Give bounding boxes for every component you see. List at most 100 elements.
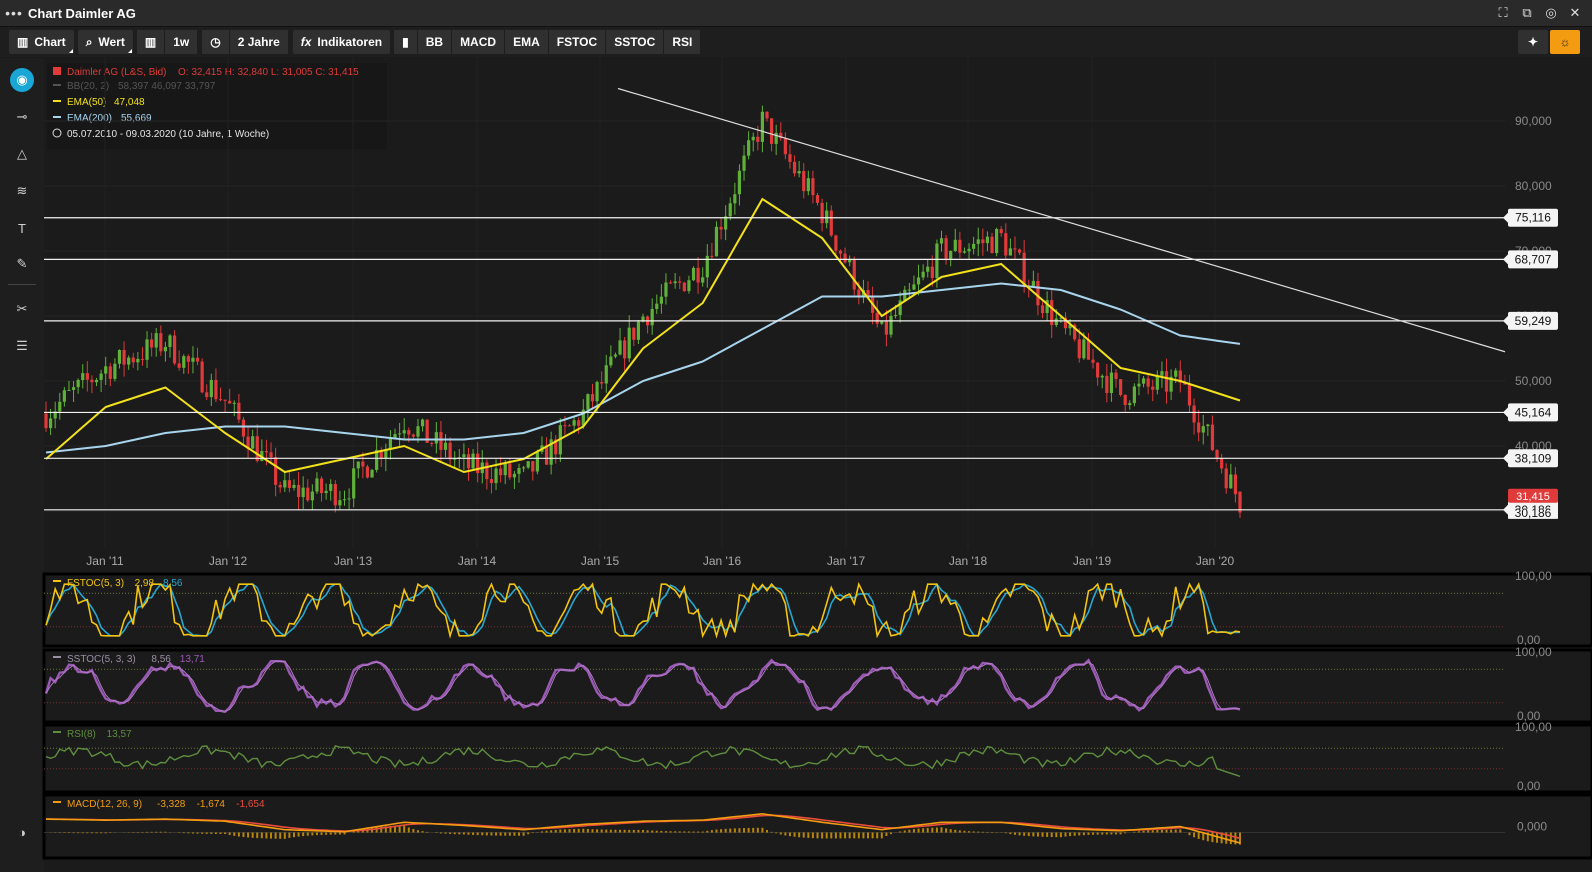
macd-hist-bar	[784, 832, 787, 836]
macd-hist-bar	[288, 832, 291, 838]
candle-body	[232, 402, 236, 404]
macd-hist-bar	[485, 832, 488, 836]
settings-icon[interactable]: ◎	[1545, 5, 1557, 20]
contrast-icon[interactable]: ◑	[18, 824, 26, 840]
candle-body	[1040, 305, 1045, 314]
macd-hist-bar	[508, 832, 511, 836]
line-tool-icon[interactable]: ⊸	[16, 109, 28, 124]
range-button[interactable]: 2 Jahre	[229, 30, 288, 54]
theme-button[interactable]: ☼	[1550, 30, 1580, 54]
indicator-macd-button[interactable]: MACD	[452, 30, 505, 54]
indicator-bb-button[interactable]: BB	[417, 30, 452, 54]
candle-body	[375, 449, 379, 470]
tools-icon[interactable]: ✂	[16, 301, 28, 316]
candle-body	[834, 235, 838, 251]
macd-hist-bar	[1004, 832, 1007, 834]
macd-hist-bar	[1036, 832, 1039, 837]
macd-hist-bar	[1078, 832, 1081, 836]
popout-icon[interactable]: ⧉	[1522, 5, 1532, 20]
list-icon[interactable]: ☰	[16, 338, 28, 353]
bookmark-button[interactable]: ▮	[394, 30, 417, 54]
macd-hist-bar	[100, 832, 103, 834]
sparkle-button[interactable]: ✦	[1518, 30, 1548, 54]
clock-button[interactable]: ◷	[202, 30, 229, 54]
candle-body	[218, 399, 223, 401]
candle-body	[921, 271, 925, 278]
macd-hist-bar	[550, 830, 553, 833]
trend-line	[617, 87, 1506, 353]
macd-hist-bar	[201, 832, 204, 834]
candle-body	[1105, 375, 1109, 394]
candle-body	[802, 171, 806, 192]
candle-body	[1174, 370, 1178, 377]
macd-hist-bar	[908, 829, 911, 833]
macd-hist-bar	[614, 829, 617, 833]
macd-hist-bar	[545, 830, 548, 833]
macd-hist-bar	[531, 832, 534, 834]
macd-hist-bar	[398, 825, 401, 833]
triangle-tool-icon[interactable]: △	[17, 146, 27, 161]
value-search-button[interactable]: ⌕ Wert	[77, 30, 133, 54]
indicator-sstoc-button[interactable]: SSTOC	[606, 30, 664, 54]
indicators-button[interactable]: fx Indikatoren	[292, 30, 391, 54]
ellipsis-icon[interactable]: •••	[5, 5, 23, 21]
indicator-legend-text: FSTOC(5, 3)	[67, 578, 124, 589]
fullscreen-icon[interactable]: ⛶	[1498, 5, 1508, 20]
candle-body	[1073, 324, 1077, 340]
candle-body	[200, 361, 204, 393]
candle-body	[1220, 457, 1224, 469]
candle-body	[600, 382, 604, 384]
value-label: Wert	[98, 35, 125, 49]
indicator-fstoc-button[interactable]: FSTOC	[548, 30, 606, 54]
candle-body	[439, 432, 443, 450]
candle-body	[696, 267, 700, 283]
macd-hist-bar	[86, 832, 89, 834]
support-label-box	[1508, 250, 1558, 269]
indicator-ema-button[interactable]: EMA	[505, 30, 548, 54]
candle-body	[67, 389, 71, 391]
macd-hist-bar	[830, 832, 833, 839]
candle-body	[1197, 422, 1201, 433]
macd-hist-bar	[233, 832, 236, 836]
fibonacci-tool-icon[interactable]: ≋	[16, 183, 28, 198]
candle-body	[806, 178, 810, 192]
candle-body	[117, 350, 122, 364]
bars-button[interactable]: ▥	[136, 30, 165, 54]
candle-body	[1206, 424, 1210, 427]
macd-hist-bar	[462, 832, 465, 835]
window-titlebar: ••• Chart Daimler AG ⛶ ⧉ ◎ ✕	[0, 0, 1592, 27]
candle-body	[1109, 372, 1114, 394]
interval-button[interactable]: 1w	[165, 30, 198, 54]
macd-hist-bar	[297, 832, 300, 837]
candle-body	[1233, 474, 1238, 495]
macd-hist-bar	[605, 829, 608, 833]
macd-hist-bar	[210, 832, 213, 834]
macd-hist-bar	[972, 831, 975, 833]
indicator-rsi-button[interactable]: RSI	[664, 30, 701, 54]
candle-body	[499, 468, 503, 476]
support-label-pointer	[1503, 254, 1508, 265]
macd-hist-bar	[931, 827, 934, 833]
chart-type-button[interactable]: ▥ Chart	[9, 30, 74, 54]
macd-hist-bar	[885, 832, 888, 836]
candle-body	[1100, 375, 1104, 378]
macd-hist-bar	[325, 832, 328, 835]
candle-body	[205, 392, 209, 398]
macd-hist-bar	[104, 832, 107, 834]
macd-hist-bar	[1151, 830, 1154, 833]
macd-hist-bar	[380, 826, 383, 833]
chart-toolbar: ▥ Chart ⌕ Wert ▥ 1w ◷ 2 Jahre fx Indikat…	[0, 27, 1592, 57]
x-tick-label: Jan '11	[86, 554, 124, 568]
pen-tool-icon[interactable]: ✎	[16, 256, 28, 271]
close-icon[interactable]: ✕	[1569, 5, 1581, 20]
macd-hist-bar	[1073, 832, 1076, 836]
candle-body	[682, 282, 686, 292]
candle-body	[315, 478, 319, 492]
crosshair-tool-icon[interactable]: ◉	[10, 68, 34, 92]
macd-hist-bar	[472, 832, 475, 835]
candle-body	[1063, 317, 1068, 329]
macd-hist-bar	[1055, 832, 1058, 838]
candle-body	[246, 436, 250, 449]
text-tool-icon[interactable]: T	[18, 220, 26, 236]
